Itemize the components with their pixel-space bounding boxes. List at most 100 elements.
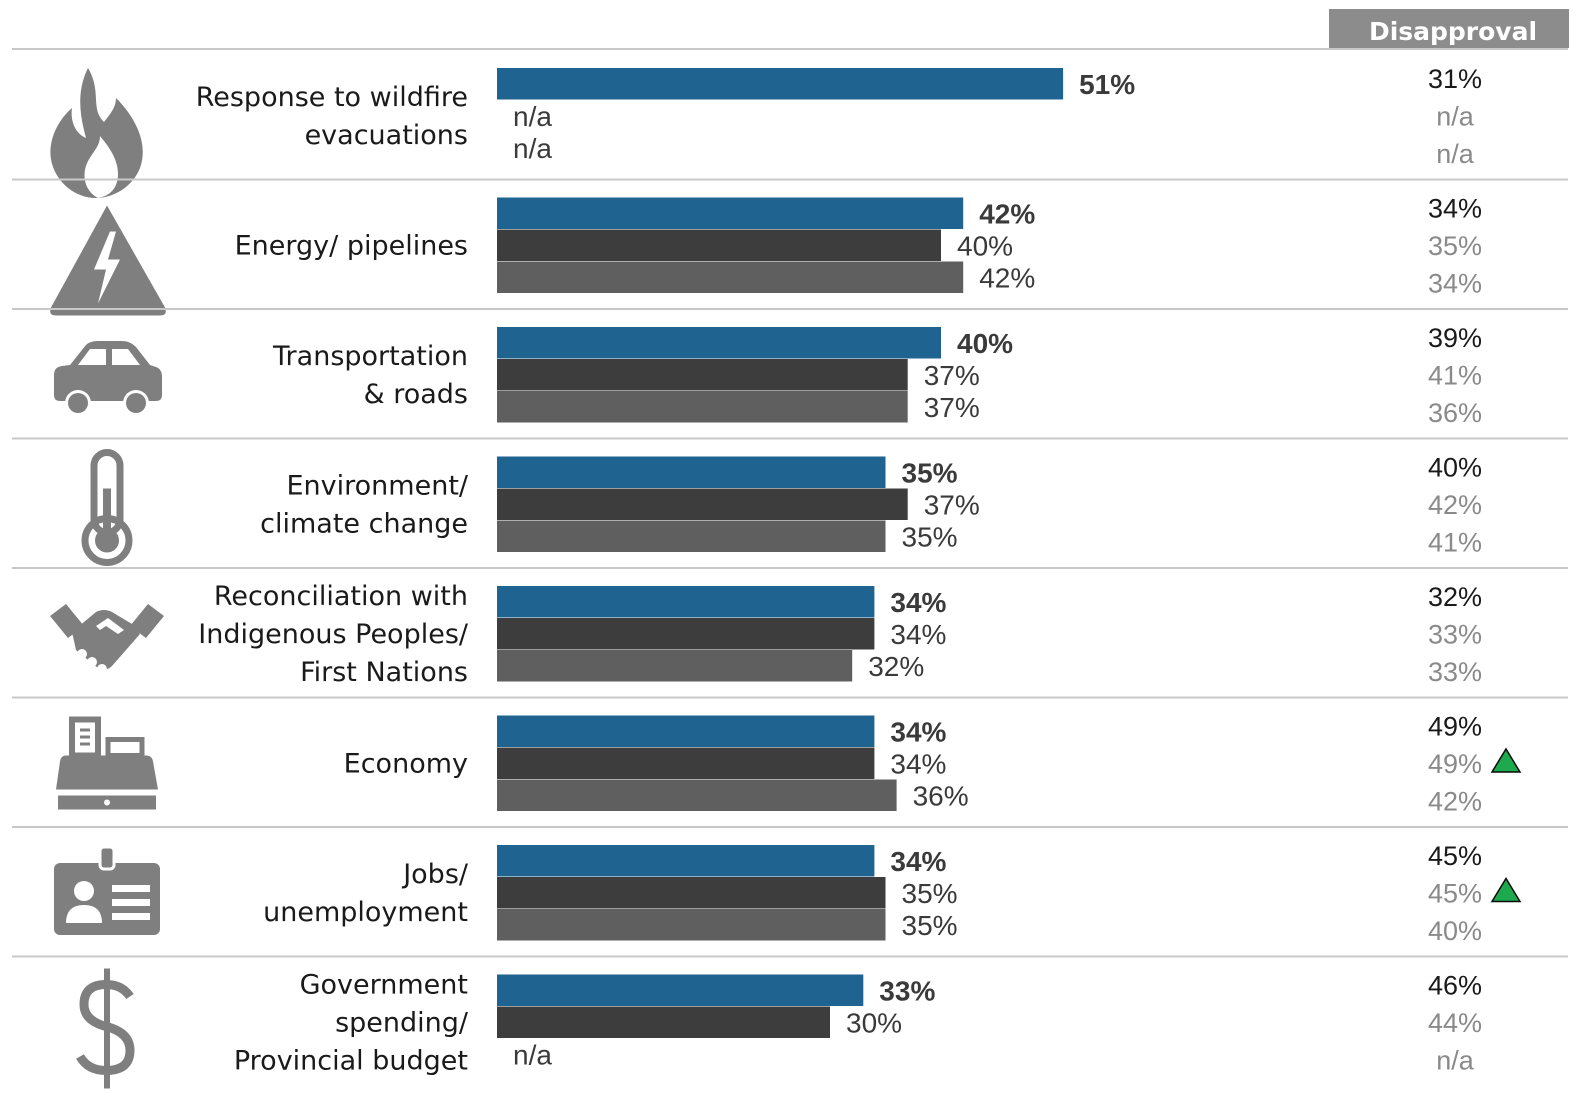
row-label-line: spending/ (335, 1007, 469, 1038)
bar-value-label: 34% (890, 587, 946, 618)
disapproval-value: 34% (1428, 194, 1482, 224)
bar-series-1 (497, 845, 875, 877)
row-label-line: climate change (260, 508, 468, 539)
disapproval-value: 36% (1428, 398, 1482, 428)
bar-value-label: 51% (1079, 69, 1135, 100)
row-label-line: First Nations (300, 657, 468, 688)
disapproval-value: 42% (1428, 787, 1482, 817)
bar-series-1 (497, 327, 941, 359)
bar-value-label: 37% (924, 392, 980, 423)
dollar-sign-icon (76, 968, 135, 1089)
disapproval-value: n/a (1436, 1046, 1475, 1076)
bar-series-1 (497, 586, 875, 618)
row-label-line: Government (300, 969, 468, 1000)
row-label-line: Energy/ pipelines (235, 230, 468, 261)
disapproval-header: Disapproval (1369, 17, 1537, 46)
bar-series-3 (497, 520, 886, 552)
bar-value-label: 35% (902, 457, 958, 488)
bar-value-label: 40% (957, 230, 1013, 261)
handshake-icon (50, 604, 164, 674)
disapproval-value: n/a (1436, 102, 1475, 132)
bar-series-1 (497, 715, 875, 747)
bar-na-label: n/a (513, 1039, 552, 1070)
id-badge-icon (54, 845, 160, 935)
row-label-line: Reconciliation with (214, 581, 468, 612)
bar-series-1 (497, 68, 1064, 100)
bar-series-3 (497, 650, 853, 682)
disapproval-value: 42% (1428, 490, 1482, 520)
category-row: Government spending/Provincial budget 33%3… (76, 968, 1482, 1089)
bar-series-3 (497, 391, 908, 423)
fire-icon (50, 68, 143, 198)
disapproval-value: 33% (1428, 620, 1482, 650)
bar-series-2 (497, 488, 908, 520)
disapproval-value: 33% (1428, 657, 1482, 687)
row-label-line: Transportation (272, 341, 468, 372)
bar-value-label: 35% (902, 878, 958, 909)
bar-na-label: n/a (513, 133, 552, 164)
disapproval-header-bg (1329, 9, 1569, 48)
disapproval-value: 46% (1428, 971, 1482, 1001)
bar-value-label: 33% (879, 975, 935, 1006)
disapproval-value: 41% (1428, 528, 1482, 558)
bar-value-label: 42% (979, 262, 1035, 293)
disapproval-value: 49% (1428, 712, 1482, 742)
bar-series-3 (497, 909, 886, 941)
category-row: Energy/ pipelines 42%40%42% 34% 35% 34% (12, 194, 1568, 316)
bar-series-2 (497, 877, 886, 909)
bar-value-label: 34% (890, 846, 946, 877)
bar-value-label: 34% (890, 748, 946, 779)
disapproval-value: 40% (1428, 453, 1482, 483)
up-arrow-icon (1490, 877, 1522, 903)
bar-value-label: 35% (902, 521, 958, 552)
disapproval-value: 49% (1428, 749, 1482, 779)
bar-value-label: 40% (957, 328, 1013, 359)
bar-series-2 (497, 618, 875, 650)
row-label-line: Jobs/ (401, 859, 469, 890)
disapproval-value: 34% (1428, 269, 1482, 299)
disapproval-value: 32% (1428, 582, 1482, 612)
row-label-line: Provincial budget (234, 1045, 468, 1076)
bar-value-label: 34% (890, 619, 946, 650)
bar-series-2 (497, 747, 875, 779)
bar-value-label: 30% (846, 1007, 902, 1038)
disapproval-value: 41% (1428, 361, 1482, 391)
category-row: Response to wildfireevacuations51%n/an/a… (12, 64, 1568, 198)
bar-series-2 (497, 1006, 830, 1038)
bar-series-3 (497, 261, 964, 293)
disapproval-value: 35% (1428, 231, 1482, 261)
bar-value-label: 37% (924, 489, 980, 520)
cash-register-icon (56, 716, 158, 810)
bar-value-label: 42% (979, 198, 1035, 229)
disapproval-value: 44% (1428, 1008, 1482, 1038)
bar-value-label: 35% (902, 910, 958, 941)
disapproval-value: n/a (1436, 139, 1475, 169)
bar-series-3 (497, 779, 897, 811)
category-row: Reconciliation with Indigenous Peoples/Fi… (12, 581, 1568, 699)
bar-value-label: 37% (924, 360, 980, 391)
bar-value-label: 34% (890, 716, 946, 747)
car-icon (54, 341, 162, 416)
row-label-line: Indigenous Peoples/ (198, 619, 469, 650)
row-label-line: unemployment (263, 897, 468, 928)
row-label-line: Environment/ (287, 470, 469, 501)
high-voltage-icon (50, 205, 166, 316)
disapproval-value: 39% (1428, 323, 1482, 353)
disapproval-value: 31% (1428, 64, 1482, 94)
disapproval-value: 40% (1428, 916, 1482, 946)
disapproval-value: 45% (1428, 841, 1482, 871)
row-label-line: & roads (364, 379, 468, 410)
bar-series-1 (497, 456, 886, 488)
disapproval-value: 45% (1428, 879, 1482, 909)
bar-series-1 (497, 197, 964, 229)
bar-na-label: n/a (513, 101, 552, 132)
bar-series-1 (497, 974, 864, 1006)
up-arrow-icon (1490, 747, 1522, 773)
row-label-line: Response to wildfire (196, 82, 468, 113)
category-row: Environment/climate change 35%37%35% 40% 42… (12, 449, 1568, 569)
bar-value-label: 32% (868, 651, 924, 682)
